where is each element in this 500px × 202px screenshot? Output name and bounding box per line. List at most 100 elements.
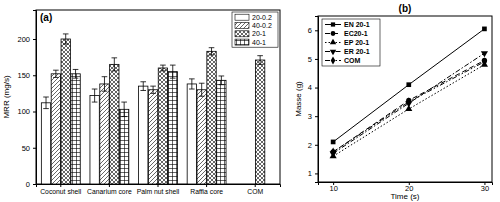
- error-bar: [92, 89, 98, 102]
- tick-label: 150: [17, 71, 30, 80]
- marker: [406, 82, 411, 87]
- tick-label: 200: [17, 35, 30, 44]
- error-bar: [43, 97, 49, 109]
- tick-label: 4: [308, 83, 312, 92]
- bar: [168, 72, 177, 184]
- tick-label: Raffia core: [190, 188, 223, 195]
- tick-label: 50: [22, 144, 30, 153]
- series-line: [333, 65, 484, 157]
- legend-swatch: [235, 39, 249, 45]
- chart-title: (b): [399, 3, 412, 14]
- tick-mark: [315, 116, 318, 117]
- marker: [331, 148, 336, 157]
- bar: [139, 86, 148, 184]
- tick: Canarium core: [87, 184, 132, 195]
- tick-mark: [315, 145, 318, 146]
- legend-label: 40-1: [252, 39, 266, 46]
- legend-swatch: [235, 14, 249, 20]
- legend-label: 20-1: [252, 30, 266, 37]
- error-bar: [199, 83, 205, 96]
- tick-label: COM: [247, 188, 263, 195]
- bar: [158, 68, 167, 184]
- tick-mark: [33, 75, 36, 76]
- tick-mark: [33, 148, 36, 149]
- tick: 5: [308, 55, 318, 64]
- x-axis: Coconut shell Canarium core Palm nut shell…: [37, 184, 281, 195]
- tick: 200: [17, 35, 36, 44]
- tick-mark: [315, 173, 318, 174]
- legend-marker: [330, 39, 336, 45]
- axis-line: [33, 11, 37, 185]
- plot-area: [41, 34, 264, 184]
- chart-title: (a): [40, 12, 52, 23]
- tick-label: 0: [26, 180, 30, 189]
- series-line: [333, 60, 484, 152]
- marker: [406, 97, 411, 106]
- error-bar: [219, 76, 225, 85]
- figure: 0 50 100 150 200 Coconut shell Canarium core Pa…: [0, 0, 500, 202]
- tick: Coconut shell: [40, 184, 82, 195]
- bar: [148, 90, 157, 184]
- tick: 10: [329, 182, 337, 193]
- legend-label: EC20-1: [344, 30, 368, 37]
- bar: [197, 90, 206, 184]
- tick: Palm nut shell: [137, 184, 180, 195]
- tick-label: 100: [17, 107, 30, 116]
- tick: 4: [308, 83, 318, 92]
- tick-label: Palm nut shell: [137, 188, 180, 195]
- tick-label: 30: [481, 184, 489, 193]
- tick-mark: [33, 112, 36, 113]
- legend-label: 40-0.2: [252, 22, 272, 29]
- legend-label: COM: [344, 57, 361, 64]
- tick: Raffia core: [190, 184, 223, 195]
- axis-line: [37, 185, 281, 188]
- legend: 20-0.240-0.220-1 40-1: [232, 12, 278, 47]
- tick: 30: [481, 182, 489, 193]
- bar: [100, 84, 109, 184]
- error-bar: [170, 65, 176, 78]
- axis-line: [315, 17, 319, 183]
- marker: [482, 57, 487, 66]
- bar: [41, 103, 50, 184]
- tick-mark: [33, 184, 36, 185]
- tick-label: 3: [308, 112, 312, 121]
- marker: [482, 27, 487, 32]
- tick-mark: [315, 59, 318, 60]
- legend-label: EP 20-1: [344, 39, 369, 46]
- error-bar: [63, 34, 69, 44]
- tick-label: 1: [308, 169, 312, 178]
- tick-mark: [158, 184, 159, 187]
- legend-marker: [331, 22, 335, 26]
- series-line: [333, 53, 484, 153]
- error-bar: [102, 77, 108, 92]
- plot-frame: [318, 16, 492, 182]
- error-bar: [257, 56, 263, 65]
- tick: 3: [308, 112, 318, 121]
- bar: [207, 51, 216, 184]
- error-bar: [53, 70, 59, 77]
- bar: [110, 64, 119, 184]
- tick-mark: [206, 184, 207, 187]
- error-bar: [209, 48, 215, 55]
- tick: 50: [22, 144, 36, 153]
- error-bar: [140, 82, 146, 91]
- legend-label: EN 20-1: [344, 21, 370, 28]
- error-bar: [73, 69, 79, 78]
- tick-mark: [315, 88, 318, 89]
- tick-mark: [315, 30, 318, 31]
- tick-label: 5: [308, 55, 312, 64]
- legend-label: 20-0.2: [252, 14, 272, 21]
- axis-title: Masse (g): [294, 81, 303, 117]
- y-axis: 0 50 100 150 200: [17, 11, 36, 189]
- axis-title: Time (s): [390, 192, 419, 201]
- bar: [217, 80, 226, 184]
- series-line: [333, 62, 484, 152]
- legend-swatch: [235, 23, 249, 29]
- tick: 0: [26, 180, 36, 189]
- tick: 6: [308, 26, 318, 35]
- legend-box: [322, 19, 380, 66]
- bar: [51, 74, 60, 184]
- error-bar: [112, 58, 118, 71]
- tick: COM: [247, 184, 263, 195]
- tick-label: Coconut shell: [40, 188, 82, 195]
